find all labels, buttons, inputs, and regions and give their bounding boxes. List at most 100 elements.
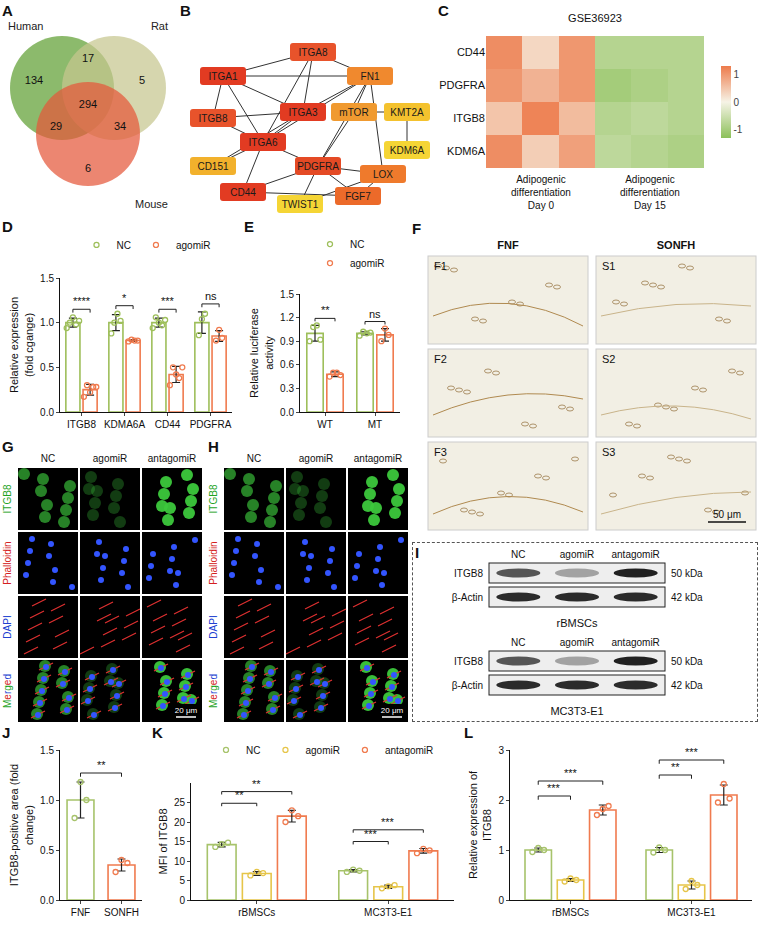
svg-text:WT: WT bbox=[317, 419, 333, 430]
svg-text:ITGB8: ITGB8 bbox=[454, 568, 483, 579]
svg-text:20 μm: 20 μm bbox=[175, 706, 198, 715]
svg-text:1.5: 1.5 bbox=[40, 745, 54, 756]
svg-text:NC: NC bbox=[350, 239, 364, 250]
svg-text:-1: -1 bbox=[734, 124, 743, 135]
svg-text:1: 1 bbox=[498, 845, 504, 856]
svg-text:1.2: 1.2 bbox=[280, 312, 294, 323]
svg-text:antagomiR: antagomiR bbox=[385, 745, 433, 756]
svg-text:2: 2 bbox=[498, 795, 504, 806]
svg-text:β-Actin: β-Actin bbox=[452, 592, 483, 603]
svg-text:Relative expression ofITGB8: Relative expression ofITGB8 bbox=[467, 770, 493, 879]
svg-text:KMT2A: KMT2A bbox=[390, 107, 424, 118]
svg-text:50 μm: 50 μm bbox=[713, 509, 741, 520]
svg-text:β-Actin: β-Actin bbox=[452, 680, 483, 691]
svg-text:ITGB8-positive area (foldchang: ITGB8-positive area (foldchange) bbox=[8, 764, 34, 886]
svg-text:ITGB8: ITGB8 bbox=[208, 484, 219, 513]
svg-text:MC3T3-E1: MC3T3-E1 bbox=[550, 705, 603, 717]
svg-text:Human: Human bbox=[8, 20, 43, 32]
svg-text:S1: S1 bbox=[602, 260, 615, 272]
svg-text:agomiR: agomiR bbox=[176, 240, 210, 251]
svg-text:SONFH: SONFH bbox=[657, 239, 696, 251]
svg-text:AdipogenicdifferentiationDay 1: AdipogenicdifferentiationDay 15 bbox=[620, 174, 680, 211]
svg-text:PDGFRA: PDGFRA bbox=[190, 419, 232, 430]
svg-text:***: *** bbox=[564, 767, 578, 779]
svg-text:**: ** bbox=[671, 761, 680, 773]
svg-text:ITGB8: ITGB8 bbox=[453, 112, 485, 124]
svg-text:294: 294 bbox=[79, 98, 97, 110]
svg-text:F1: F1 bbox=[434, 260, 447, 272]
svg-text:MC3T3-E1: MC3T3-E1 bbox=[364, 907, 413, 918]
svg-text:antagomiR: antagomiR bbox=[148, 453, 196, 464]
svg-text:CD44: CD44 bbox=[230, 187, 256, 198]
svg-text:antagomiR: antagomiR bbox=[611, 549, 659, 560]
svg-text:agomiR: agomiR bbox=[93, 453, 127, 464]
svg-text:CD44: CD44 bbox=[155, 419, 181, 430]
svg-text:134: 134 bbox=[25, 74, 43, 86]
svg-text:agomiR: agomiR bbox=[560, 549, 594, 560]
svg-text:ITGA3: ITGA3 bbox=[289, 107, 318, 118]
svg-text:ns: ns bbox=[369, 308, 381, 320]
svg-text:CD44: CD44 bbox=[457, 46, 485, 58]
svg-text:0.6: 0.6 bbox=[280, 359, 294, 370]
svg-text:**: ** bbox=[252, 778, 261, 790]
svg-text:rBMSCs: rBMSCs bbox=[557, 617, 598, 629]
svg-text:50 kDa: 50 kDa bbox=[671, 568, 703, 579]
svg-text:***: *** bbox=[161, 295, 175, 307]
svg-text:0: 0 bbox=[734, 97, 740, 108]
svg-text:10: 10 bbox=[174, 856, 186, 867]
svg-text:KDM6A: KDM6A bbox=[390, 145, 425, 156]
svg-text:29: 29 bbox=[50, 120, 62, 132]
svg-text:TWIST1: TWIST1 bbox=[282, 199, 319, 210]
svg-text:Phalloidin: Phalloidin bbox=[2, 541, 13, 584]
svg-text:NC: NC bbox=[511, 549, 525, 560]
svg-text:ITGA1: ITGA1 bbox=[209, 71, 238, 82]
svg-text:ITGB8: ITGB8 bbox=[454, 656, 483, 667]
svg-text:ITGB8: ITGB8 bbox=[199, 113, 228, 124]
svg-text:CD151: CD151 bbox=[197, 161, 229, 172]
svg-text:ITGA6: ITGA6 bbox=[249, 137, 278, 148]
svg-text:Phalloidin: Phalloidin bbox=[208, 541, 219, 584]
svg-text:****: **** bbox=[73, 295, 91, 307]
svg-text:0.9: 0.9 bbox=[280, 336, 294, 347]
svg-text:25: 25 bbox=[174, 797, 186, 808]
svg-text:agomiR: agomiR bbox=[305, 745, 339, 756]
svg-text:0.0: 0.0 bbox=[280, 407, 294, 418]
svg-text:F3: F3 bbox=[434, 446, 447, 458]
svg-text:agomiR: agomiR bbox=[299, 453, 333, 464]
svg-text:DAPI: DAPI bbox=[208, 615, 219, 638]
svg-text:1.0: 1.0 bbox=[40, 317, 54, 328]
svg-text:KDMA6A: KDMA6A bbox=[104, 419, 145, 430]
svg-text:1.0: 1.0 bbox=[40, 795, 54, 806]
svg-text:1.5: 1.5 bbox=[280, 289, 294, 300]
svg-text:42 kDa: 42 kDa bbox=[671, 592, 703, 603]
svg-text:NC: NC bbox=[246, 745, 260, 756]
svg-text:*: * bbox=[122, 292, 127, 304]
svg-text:LOX: LOX bbox=[373, 169, 393, 180]
svg-text:0: 0 bbox=[179, 895, 185, 906]
svg-text:**: ** bbox=[235, 789, 244, 801]
svg-text:1.5: 1.5 bbox=[40, 273, 54, 284]
svg-text:50 kDa: 50 kDa bbox=[671, 656, 703, 667]
svg-text:ns: ns bbox=[205, 290, 217, 302]
svg-text:***: *** bbox=[547, 782, 561, 794]
svg-text:***: *** bbox=[381, 816, 395, 828]
svg-text:20: 20 bbox=[174, 817, 186, 828]
svg-text:FGF7: FGF7 bbox=[345, 191, 371, 202]
svg-text:ITGA8: ITGA8 bbox=[299, 47, 328, 58]
svg-text:Relative expression(fold cgang: Relative expression(fold cgange) bbox=[8, 297, 34, 393]
svg-text:0: 0 bbox=[498, 895, 504, 906]
svg-text:rBMSCs: rBMSCs bbox=[552, 907, 589, 918]
svg-text:MFI of ITGB8: MFI of ITGB8 bbox=[157, 808, 169, 874]
svg-text:FN1: FN1 bbox=[361, 71, 380, 82]
svg-text:0.5: 0.5 bbox=[40, 845, 54, 856]
svg-text:MT: MT bbox=[368, 419, 382, 430]
svg-text:NC: NC bbox=[247, 453, 261, 464]
svg-text:34: 34 bbox=[114, 120, 126, 132]
svg-text:15: 15 bbox=[174, 836, 186, 847]
svg-text:agomiR: agomiR bbox=[560, 637, 594, 648]
svg-text:FNF: FNF bbox=[497, 239, 519, 251]
svg-text:Mouse: Mouse bbox=[135, 198, 168, 210]
svg-text:20 μm: 20 μm bbox=[381, 706, 404, 715]
svg-text:1: 1 bbox=[734, 69, 740, 80]
svg-text:**: ** bbox=[97, 759, 106, 771]
